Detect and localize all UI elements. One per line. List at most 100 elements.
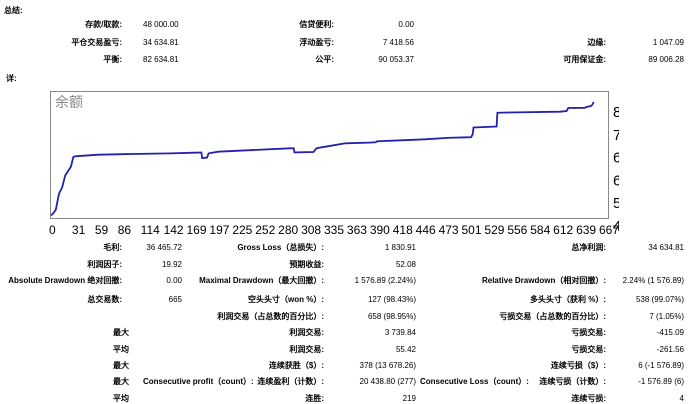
long-positions-value: 538 (99.07%) [635, 295, 684, 304]
closed-pnl-label: 平仓交易盈亏: [71, 38, 122, 47]
x-tick-label: 308 [301, 223, 321, 235]
consecutive-losses-value: 6 (-1 576.89) [638, 361, 684, 370]
y-tick-label: 4836 [613, 218, 619, 235]
maximal-drawdown-label: Maximal Drawdown（最大回撤）: [199, 276, 324, 285]
credit-label: 信贷便利: [299, 20, 334, 29]
detail-title: 详: [6, 74, 17, 83]
x-tick-label: 86 [118, 223, 132, 235]
consecutive-profit-count-label: 连续盈利（计数）: [257, 377, 324, 386]
largest-loss-trade-value: -415.09 [656, 328, 684, 337]
expected-payoff-value: 52.08 [395, 260, 416, 269]
x-tick-label: 529 [484, 223, 504, 235]
consecutive-loss-count-label: 连续亏损（计数）: [539, 377, 606, 386]
summary-title: 总结: [4, 6, 23, 15]
x-tick-label: 280 [278, 223, 298, 235]
avg-consecutive-losses-label: 连续亏损: [571, 394, 606, 403]
avg-consecutive-wins-label: 连胜: [305, 394, 324, 403]
closed-pnl-value: 34 634.81 [143, 38, 179, 47]
x-tick-label: 556 [507, 223, 527, 235]
x-tick-label: 335 [324, 223, 344, 235]
margin-value: 1 047.09 [652, 38, 684, 47]
x-tick-label: 0 [49, 223, 56, 235]
balance-series-line [50, 101, 595, 217]
largest-label: 最大 [113, 328, 129, 337]
largest-loss-trade-label: 亏损交易: [571, 328, 606, 337]
x-tick-label: 59 [95, 223, 109, 235]
equity-value: 90 053.37 [378, 55, 414, 64]
consecutive-wins-value: 378 (13 678.26) [359, 361, 417, 370]
gross-loss-label: Gross Loss（总损失）: [237, 243, 324, 252]
equity-label: 公平: [315, 55, 334, 64]
y-tick-label: 7550 [613, 127, 619, 144]
x-tick-label: 31 [72, 223, 86, 235]
deposit-value: 48 000.00 [143, 20, 179, 29]
total-trades-label: 总交易数: [87, 295, 122, 304]
balance-value: 82 634.81 [143, 55, 179, 64]
profit-trades-value: 658 (98.95%) [367, 312, 416, 321]
average-profit-trade-label: 利润交易: [289, 345, 324, 354]
average-label: 平均 [113, 345, 129, 354]
long-positions-label: 多头头寸（获利 %）: [530, 295, 606, 304]
floating-pnl-label: 浮动盈亏: [299, 38, 334, 47]
short-positions-value: 127 (98.43%) [367, 295, 416, 304]
y-tick-label: 6872 [613, 150, 619, 167]
y-tick-label: 6193 [613, 172, 619, 189]
y-tick-label: 8229 [613, 104, 619, 121]
loss-trades-label: 亏损交易（占总数的百分比）: [499, 312, 606, 321]
x-tick-label: 142 [164, 223, 184, 235]
maximum-label: 最大 [113, 361, 129, 370]
consecutive-wins-label: 连续获胜（$）: [268, 361, 324, 370]
short-positions-label: 空头头寸（won %）: [248, 295, 324, 304]
x-tick-label: 197 [209, 223, 229, 235]
x-tick-label: 639 [576, 223, 596, 235]
loss-trades-value: 7 (1.05%) [649, 312, 684, 321]
consecutive-profit-count-value: 20 438.80 (277) [359, 377, 417, 386]
chart-border [50, 91, 609, 219]
balance-chart: 余额 8229 7550 6872 6193 5515 4836 0 31 59 86 114 14… [47, 90, 619, 235]
x-tick-label: 612 [553, 223, 573, 235]
x-tick-label: 252 [255, 223, 275, 235]
floating-pnl-value: 7 418.56 [382, 38, 414, 47]
expected-payoff-label: 预期收益: [289, 260, 324, 269]
gross-profit-label: 毛利: [103, 243, 122, 252]
consecutive-losses-label: 连续亏损（$）: [550, 361, 606, 370]
deposit-label: 存款/取款: [85, 20, 122, 29]
free-margin-label: 可用保证金: [563, 55, 606, 64]
largest-profit-trade-label: 利润交易: [289, 328, 324, 337]
balance-label: 平衡: [103, 55, 122, 64]
total-trades-value: 665 [168, 295, 182, 304]
gross-profit-value: 36 465.72 [146, 243, 182, 252]
x-tick-label: 169 [187, 223, 207, 235]
net-profit-value: 34 634.81 [648, 243, 684, 252]
relative-drawdown-value: 2.24% (1 576.89) [622, 276, 684, 285]
avg-consecutive-losses-value: 4 [679, 394, 684, 403]
x-tick-label: 446 [416, 223, 436, 235]
profit-factor-value: 19.92 [161, 260, 182, 269]
chart-title: 余额 [55, 94, 83, 111]
x-tick-label: 114 [141, 223, 160, 235]
free-margin-value: 89 006.28 [648, 55, 684, 64]
margin-label: 边缘: [587, 38, 606, 47]
x-tick-label: 390 [370, 223, 390, 235]
gross-loss-value: 1 830.91 [384, 243, 416, 252]
average-profit-trade-value: 55.42 [395, 345, 416, 354]
average-loss-trade-value: -261.56 [656, 345, 684, 354]
relative-drawdown-label: Relative Drawdown（相对回撤）: [481, 276, 606, 285]
consecutive-profit-count-label-en: Consecutive profit（count）: [143, 377, 254, 386]
consecutive-loss-count-label-en: Consecutive Loss（count）: [420, 377, 529, 386]
x-tick-label: 584 [530, 223, 550, 235]
absolute-drawdown-label: Absolute Drawdown 绝对回撤: [8, 276, 122, 285]
profit-factor-label: 利润因子: [87, 260, 122, 269]
absolute-drawdown-value: 0.00 [166, 276, 182, 285]
average-loss-trade-label: 亏损交易: [571, 345, 606, 354]
net-profit-label: 总净利润: [571, 243, 606, 252]
profit-trades-label: 利润交易（占总数的百分比）: [217, 312, 324, 321]
maximal-drawdown-value: 1 576.89 (2.24%) [354, 276, 416, 285]
x-tick-label: 473 [439, 223, 459, 235]
x-tick-label: 501 [462, 223, 482, 235]
credit-value: 0.00 [398, 20, 414, 29]
y-tick-label: 5515 [613, 195, 619, 212]
maximal-label: 最大 [113, 377, 129, 386]
avg-label: 平均 [113, 394, 129, 403]
x-tick-label: 667 [599, 223, 619, 235]
